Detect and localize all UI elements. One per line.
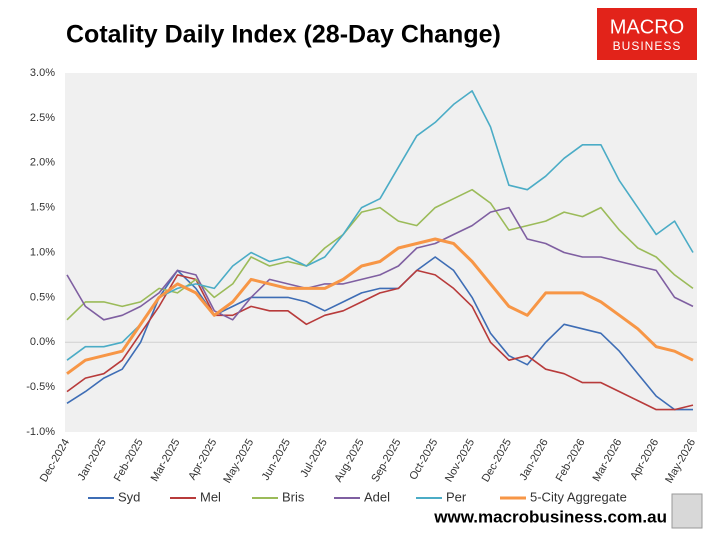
- x-tick-label: Dec-2024: [38, 437, 72, 484]
- legend-label: Mel: [200, 489, 221, 504]
- x-tick-label: Nov-2025: [443, 437, 477, 484]
- x-tick-label: Oct-2025: [407, 437, 440, 482]
- logo-text: BUSINESS: [613, 39, 682, 53]
- source: www.macrobusiness.com.au: [433, 507, 667, 526]
- y-tick-label: 0.5%: [30, 291, 55, 303]
- x-tick-label: Jan-2026: [517, 437, 550, 483]
- x-tick-label: Aug-2025: [332, 437, 366, 484]
- x-tick-label: Mar-2026: [591, 437, 625, 484]
- logo-box: [597, 8, 697, 60]
- x-tick-label: Jan-2025: [76, 437, 109, 483]
- chart-title: Cotality Daily Index (28-Day Change): [66, 21, 501, 49]
- legend-label: Adel: [364, 489, 390, 504]
- x-tick-label: Mar-2025: [149, 437, 183, 484]
- x-tick-label: May-2026: [663, 437, 698, 485]
- y-tick-label: -0.5%: [26, 381, 55, 393]
- y-tick-label: 2.0%: [30, 157, 55, 169]
- series-line: [66, 206, 694, 321]
- x-tick-label: Apr-2026: [628, 437, 661, 482]
- legend-label: Per: [446, 489, 467, 504]
- series-line: [66, 90, 694, 361]
- x-tick-label: Dec-2025: [480, 437, 514, 484]
- x-tick-label: Apr-2025: [186, 437, 219, 482]
- x-tick-label: May-2025: [221, 437, 256, 485]
- x-tick-label: Jul-2025: [298, 437, 329, 480]
- y-tick-label: 3.0%: [30, 67, 55, 79]
- y-tick-label: 1.0%: [30, 246, 55, 258]
- legend-label: Bris: [282, 489, 305, 504]
- legend-label: 5-City Aggregate: [530, 489, 627, 504]
- x-tick-label: Feb-2025: [112, 437, 146, 484]
- x-tick-label: Sep-2025: [369, 437, 403, 484]
- x-tick-label: Jun-2025: [260, 437, 293, 483]
- series-line: [66, 256, 693, 411]
- x-tick-label: Feb-2026: [554, 437, 588, 484]
- y-tick-label: 2.5%: [30, 112, 55, 124]
- y-tick-label: 0.0%: [30, 336, 55, 348]
- y-tick-label: 1.5%: [30, 202, 55, 214]
- y-tick-label: -1.0%: [26, 426, 55, 438]
- logo-text: MACRO: [610, 16, 684, 38]
- series-line: [66, 237, 694, 375]
- wolf-icon: [671, 493, 703, 529]
- legend-label: Syd: [118, 489, 140, 504]
- series-line: [66, 269, 694, 411]
- plot-area: [65, 73, 697, 432]
